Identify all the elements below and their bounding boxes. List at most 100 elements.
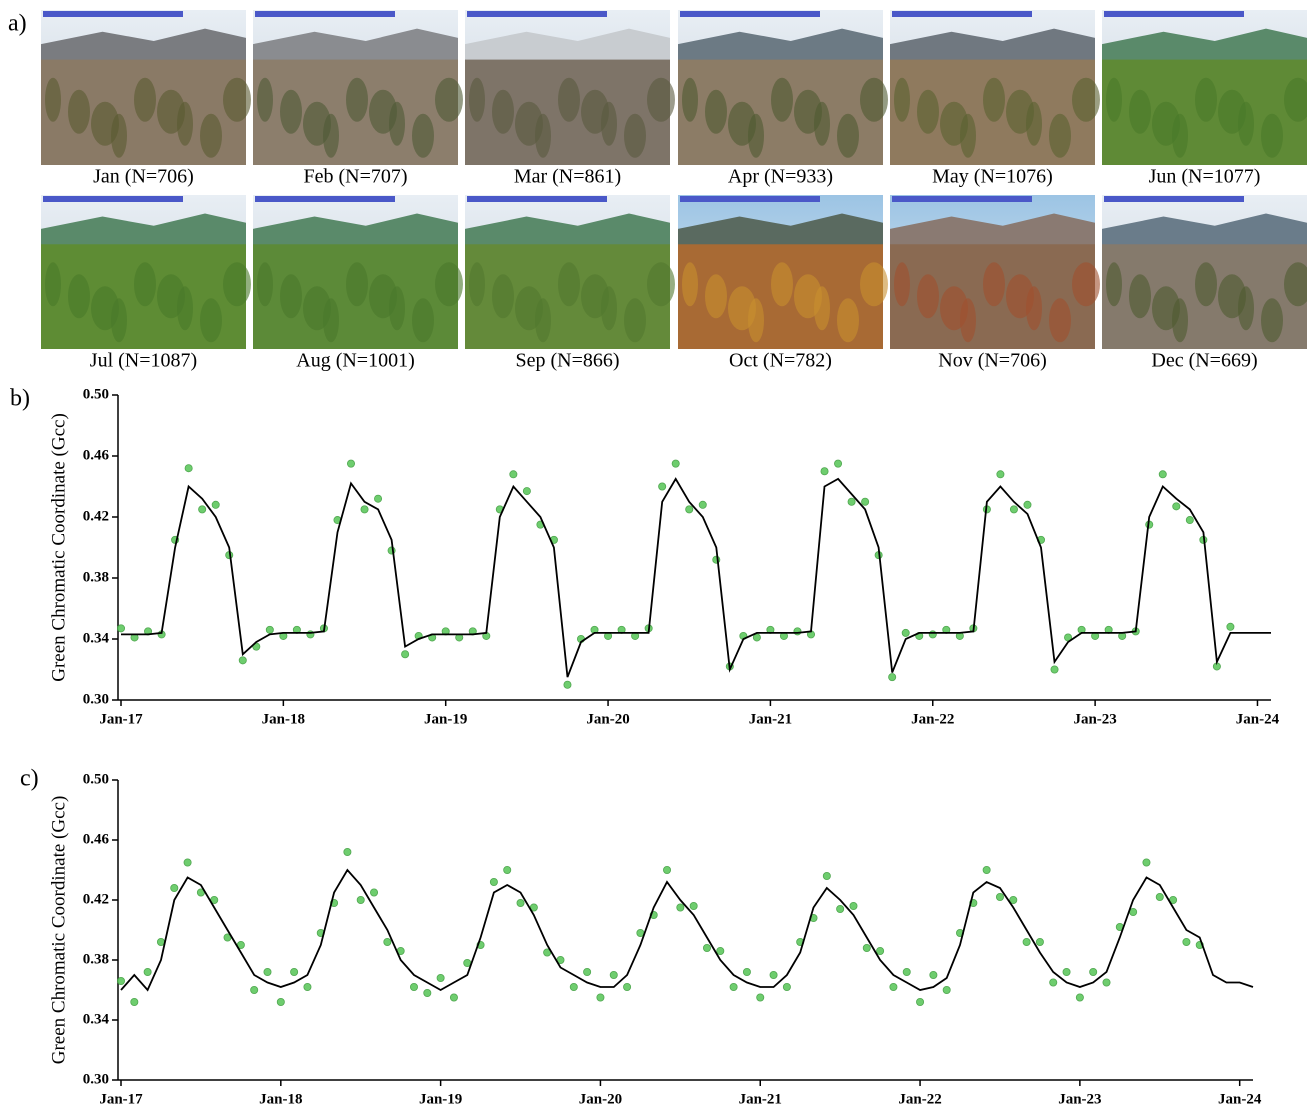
data-point	[850, 902, 857, 909]
photo-tree	[601, 286, 617, 330]
photo-tree	[837, 298, 859, 342]
photo: Mar (N=861)	[465, 10, 675, 188]
data-point	[117, 625, 124, 632]
photo-tree	[223, 78, 251, 122]
photo-tree	[1129, 90, 1151, 134]
data-point	[264, 968, 271, 975]
photo-tree	[177, 102, 193, 146]
photo-tree	[389, 286, 405, 330]
data-point	[1063, 968, 1070, 975]
photo-tree	[917, 274, 939, 318]
data-point	[794, 628, 801, 635]
photo-tree	[1106, 78, 1122, 122]
photo-tree	[647, 78, 675, 122]
x-tick-label: Jan-21	[749, 711, 792, 727]
x-tick-label: Jan-18	[259, 1091, 302, 1107]
data-point	[410, 983, 417, 990]
photo-tree	[492, 90, 514, 134]
photo-banner	[680, 196, 820, 202]
photo-tree	[469, 78, 485, 122]
photo-tree	[346, 78, 368, 122]
photo-tree	[1049, 298, 1071, 342]
data-point	[251, 986, 258, 993]
data-point	[699, 501, 706, 508]
data-point	[1186, 516, 1193, 523]
data-point	[929, 631, 936, 638]
data-point	[834, 460, 841, 467]
photo-tree	[894, 78, 910, 122]
data-point	[291, 968, 298, 975]
photo-tree	[45, 78, 61, 122]
photo-tree	[1129, 274, 1151, 318]
data-point	[347, 460, 354, 467]
data-point	[930, 971, 937, 978]
photo: Oct (N=782)	[678, 195, 888, 372]
data-point	[384, 938, 391, 945]
data-point	[659, 483, 666, 490]
photo-tree	[1238, 286, 1254, 330]
chart: c)Green Chromatic Coordinate (Gcc)0.300.…	[20, 766, 1262, 1108]
photo-tree	[682, 78, 698, 122]
data-point	[663, 866, 670, 873]
photo-caption: May (N=1076)	[932, 166, 1053, 188]
data-point	[184, 859, 191, 866]
photo-banner	[255, 11, 395, 17]
photo: Feb (N=707)	[253, 10, 463, 188]
data-point	[686, 506, 693, 513]
x-tick-label: Jan-23	[1058, 1091, 1101, 1107]
photo-tree	[682, 262, 698, 306]
photo: Jan (N=706)	[41, 10, 251, 188]
data-point	[584, 968, 591, 975]
data-point	[821, 468, 828, 475]
photo-tree	[601, 102, 617, 146]
photo-tree	[1261, 114, 1283, 158]
x-tick-label: Jan-17	[99, 711, 143, 727]
data-point	[916, 998, 923, 1005]
photo-caption: Jul (N=1087)	[90, 350, 197, 372]
photo: Jun (N=1077)	[1102, 10, 1307, 188]
photo-tree	[111, 298, 127, 342]
panel-label: b)	[10, 386, 30, 412]
photo-tree	[45, 262, 61, 306]
photo-tree	[705, 274, 727, 318]
photo-tree	[68, 274, 90, 318]
x-tick-label: Jan-20	[586, 711, 629, 727]
data-point	[863, 944, 870, 951]
photo-banner	[680, 11, 820, 17]
data-point	[717, 947, 724, 954]
photo-tree	[435, 262, 463, 306]
photo-tree	[1106, 262, 1122, 306]
data-point	[996, 893, 1003, 900]
photo-caption: Jun (N=1077)	[1149, 166, 1261, 188]
photo-tree	[624, 114, 646, 158]
photo-tree	[983, 78, 1005, 122]
data-point	[266, 626, 273, 633]
data-point	[199, 506, 206, 513]
photo: Apr (N=933)	[678, 10, 888, 188]
data-point	[212, 501, 219, 508]
data-point	[730, 983, 737, 990]
x-tick-label: Jan-19	[424, 711, 467, 727]
data-point	[743, 968, 750, 975]
x-tick-label: Jan-23	[1073, 711, 1116, 727]
photo-tree	[257, 262, 273, 306]
photo-banner	[892, 11, 1032, 17]
data-point	[185, 465, 192, 472]
photo-tree	[177, 286, 193, 330]
photo-caption: Oct (N=782)	[729, 350, 832, 372]
data-point	[424, 989, 431, 996]
photo-tree	[705, 90, 727, 134]
data-point	[117, 977, 124, 984]
photo-tree	[200, 114, 222, 158]
photo-tree	[558, 262, 580, 306]
y-tick-label: 0.50	[83, 771, 109, 787]
photo-banner	[892, 196, 1032, 202]
photo-tree	[837, 114, 859, 158]
x-tick-label: Jan-22	[898, 1091, 941, 1107]
y-tick-label: 0.50	[83, 386, 109, 402]
photo-tree	[960, 298, 976, 342]
data-point	[1051, 666, 1058, 673]
data-point	[597, 994, 604, 1001]
photo-banner	[467, 11, 607, 17]
x-tick-label: Jan-21	[739, 1091, 782, 1107]
